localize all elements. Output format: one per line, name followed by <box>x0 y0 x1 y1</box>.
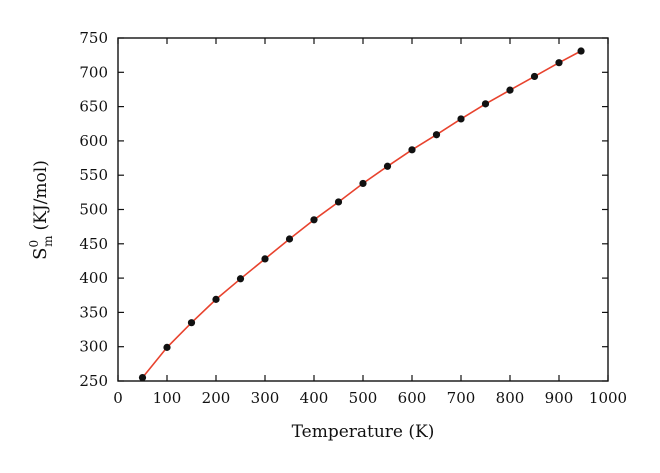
data-point <box>555 59 563 67</box>
data-point <box>236 275 245 283</box>
data-point <box>481 100 490 108</box>
x-tick-label: 400 <box>300 389 329 407</box>
data-point <box>310 216 318 224</box>
data-point <box>187 319 196 327</box>
x-axis-ticks: 0 100 200 300 400 500 600 700 800 900 1000 <box>113 38 627 407</box>
x-tick-label: 600 <box>398 389 427 407</box>
x-tick-label: 300 <box>251 389 280 407</box>
data-point <box>408 146 416 154</box>
data-point <box>285 235 294 243</box>
x-tick-label: 200 <box>202 389 231 407</box>
y-tick-label: 750 <box>79 29 108 47</box>
x-tick-label: 0 <box>113 389 123 407</box>
y-tick-label: 600 <box>79 132 108 150</box>
y-tick-label: 450 <box>79 235 108 253</box>
series-layer <box>138 47 585 382</box>
y-tick-label: 400 <box>79 269 108 287</box>
y-tick-label: 650 <box>79 98 108 116</box>
data-point <box>577 47 585 55</box>
data-point <box>432 131 441 139</box>
data-point <box>530 72 539 81</box>
x-tick-label: 800 <box>496 389 525 407</box>
y-tick-label: 350 <box>79 303 108 321</box>
y-tick-label: 700 <box>79 63 108 81</box>
x-tick-label: 700 <box>447 389 476 407</box>
y-axis-superscript: 0 <box>27 240 41 248</box>
data-point <box>261 255 269 263</box>
y-tick-label: 250 <box>79 372 108 390</box>
data-point <box>457 115 465 123</box>
y-axis-subscript: m <box>41 235 55 247</box>
y-tick-label: 300 <box>79 338 108 356</box>
x-tick-label: 500 <box>349 389 378 407</box>
y-tick-label: 550 <box>79 166 108 184</box>
y-axis-ticks: 250 300 350 400 450 500 550 600 650 700 750 <box>79 29 608 390</box>
x-tick-label: 1000 <box>589 389 627 407</box>
data-point <box>163 343 171 351</box>
data-point <box>334 198 343 206</box>
plot-frame <box>117 37 609 382</box>
data-point <box>383 162 392 170</box>
data-point <box>506 86 514 94</box>
y-axis-symbol: S <box>30 248 51 260</box>
y-axis-title: S0m (KJ/mol) <box>27 160 55 260</box>
series-line <box>141 50 582 379</box>
x-axis-title: Temperature (K) <box>292 422 435 442</box>
x-tick-label: 100 <box>153 389 182 407</box>
data-point <box>212 295 220 303</box>
data-point <box>138 373 147 382</box>
x-tick-label: 900 <box>545 389 574 407</box>
data-point <box>359 179 367 188</box>
y-tick-label: 500 <box>79 201 108 219</box>
y-axis-unit: (KJ/mol) <box>31 160 51 230</box>
